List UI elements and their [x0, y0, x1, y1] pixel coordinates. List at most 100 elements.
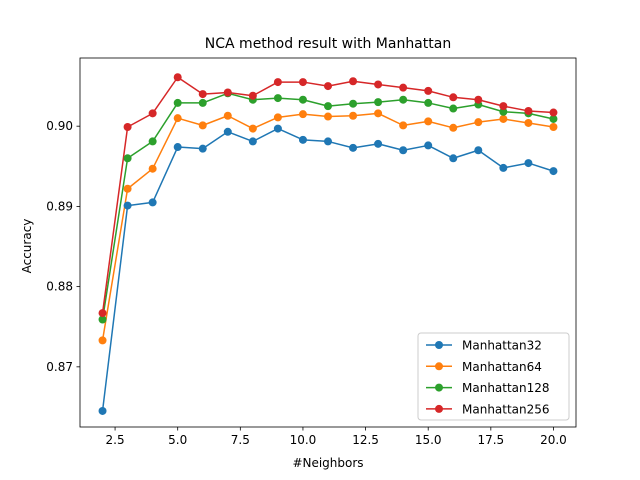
data-point-manhattan32 [424, 141, 433, 150]
data-point-manhattan128 [499, 107, 508, 116]
data-point-manhattan32 [148, 198, 157, 207]
data-point-manhattan256 [399, 83, 408, 92]
y-axis-label: Accuracy [20, 219, 34, 274]
data-point-manhattan32 [474, 146, 483, 155]
data-point-manhattan256 [173, 73, 182, 82]
x-tick-label: 20.0 [540, 433, 567, 447]
data-point-manhattan32 [198, 144, 207, 153]
plot-frame [79, 57, 577, 428]
legend-marker [435, 404, 443, 413]
legend-label: Manhattan128 [462, 381, 550, 395]
data-point-manhattan64 [198, 121, 207, 130]
data-point-manhattan64 [374, 109, 383, 118]
data-point-manhattan256 [549, 108, 558, 117]
data-point-manhattan256 [324, 82, 332, 91]
data-point-manhattan256 [449, 93, 458, 102]
legend: Manhattan32 Manhattan64 Manhattan128 Manhat… [417, 332, 570, 421]
data-point-manhattan256 [424, 86, 433, 95]
data-point-manhattan64 [223, 111, 232, 120]
data-point-manhattan128 [349, 99, 358, 108]
data-point-manhattan64 [324, 112, 332, 121]
x-tick-label: 2.5 [106, 433, 125, 447]
data-point-manhattan64 [123, 184, 132, 193]
legend-box [417, 332, 570, 421]
data-point-manhattan256 [223, 88, 232, 97]
y-tick-label: 0.88 [46, 280, 73, 294]
data-point-manhattan256 [298, 78, 307, 87]
data-point-manhattan32 [549, 167, 558, 176]
legend-marker [435, 341, 443, 349]
data-point-manhattan64 [273, 113, 282, 122]
legend-label: Manhattan256 [462, 402, 550, 416]
y-tick-label: 0.90 [46, 119, 73, 133]
legend-marker [435, 383, 443, 392]
plot-area: 2.5 5.0 7.5 10.0 12.5 15.0 17.5 20.0 0.87 0.88 0.8… [46, 57, 577, 447]
data-point-manhattan64 [248, 124, 257, 133]
data-point-manhattan256 [374, 80, 383, 89]
data-point-manhattan256 [123, 122, 132, 131]
data-point-manhattan64 [298, 110, 307, 119]
x-tick-label: 17.5 [477, 433, 504, 447]
data-point-manhattan128 [98, 315, 107, 324]
data-point-manhattan128 [298, 95, 307, 104]
data-point-manhattan128 [549, 114, 558, 123]
data-point-manhattan32 [524, 159, 533, 168]
data-point-manhattan256 [273, 78, 282, 87]
data-point-manhattan32 [98, 406, 107, 415]
legend-marker [435, 362, 443, 371]
data-point-manhattan64 [449, 123, 458, 132]
data-point-manhattan256 [474, 95, 483, 104]
data-point-manhattan64 [549, 122, 558, 131]
data-point-manhattan64 [399, 121, 408, 130]
x-tick-label: 10.0 [290, 433, 317, 447]
data-point-manhattan64 [98, 336, 107, 345]
x-axis-label: #Neighbors [292, 456, 363, 470]
series-line-manhattan64 [101, 112, 554, 341]
data-point-manhattan64 [148, 164, 157, 173]
data-point-manhattan128 [449, 104, 458, 113]
data-point-manhattan32 [298, 135, 307, 144]
data-point-manhattan128 [324, 102, 332, 111]
data-point-manhattan64 [499, 114, 508, 123]
data-point-manhattan128 [424, 98, 433, 107]
series-line-manhattan128 [101, 92, 554, 320]
data-point-manhattan64 [424, 117, 433, 126]
data-point-manhattan32 [324, 137, 332, 146]
data-point-manhattan32 [223, 127, 232, 136]
data-point-manhattan128 [148, 137, 157, 146]
y-tick-label: 0.87 [46, 360, 73, 374]
x-tick-label: 7.5 [231, 433, 250, 447]
data-point-manhattan128 [198, 98, 207, 107]
data-point-manhattan256 [499, 102, 508, 111]
data-point-manhattan256 [198, 90, 207, 99]
data-point-manhattan256 [148, 109, 157, 118]
x-tick-label: 15.0 [415, 433, 442, 447]
chart-title: NCA method result with Manhattan [205, 36, 451, 52]
x-tick-label: 12.5 [352, 433, 379, 447]
data-point-manhattan128 [273, 94, 282, 103]
data-point-manhattan32 [374, 139, 383, 148]
data-point-manhattan32 [449, 154, 458, 163]
data-point-manhattan128 [374, 98, 383, 107]
data-point-manhattan32 [248, 137, 257, 146]
data-point-manhattan32 [173, 143, 182, 152]
data-point-manhattan256 [248, 91, 257, 100]
data-point-manhattan128 [399, 95, 408, 104]
data-point-manhattan32 [399, 146, 408, 155]
data-point-manhattan64 [349, 111, 358, 120]
data-point-manhattan256 [524, 106, 533, 115]
data-point-manhattan64 [524, 118, 533, 127]
data-point-manhattan64 [474, 118, 483, 127]
data-point-manhattan32 [123, 201, 132, 210]
legend-label: Manhattan64 [462, 360, 542, 374]
data-point-manhattan32 [273, 124, 282, 133]
data-point-manhattan128 [173, 98, 182, 107]
data-point-manhattan32 [499, 163, 508, 172]
data-point-manhattan128 [123, 154, 132, 163]
legend-label: Manhattan32 [462, 339, 542, 353]
data-point-manhattan32 [349, 143, 358, 152]
data-point-manhattan64 [173, 114, 182, 123]
x-tick-label: 5.0 [168, 433, 187, 447]
data-point-manhattan256 [349, 77, 358, 86]
